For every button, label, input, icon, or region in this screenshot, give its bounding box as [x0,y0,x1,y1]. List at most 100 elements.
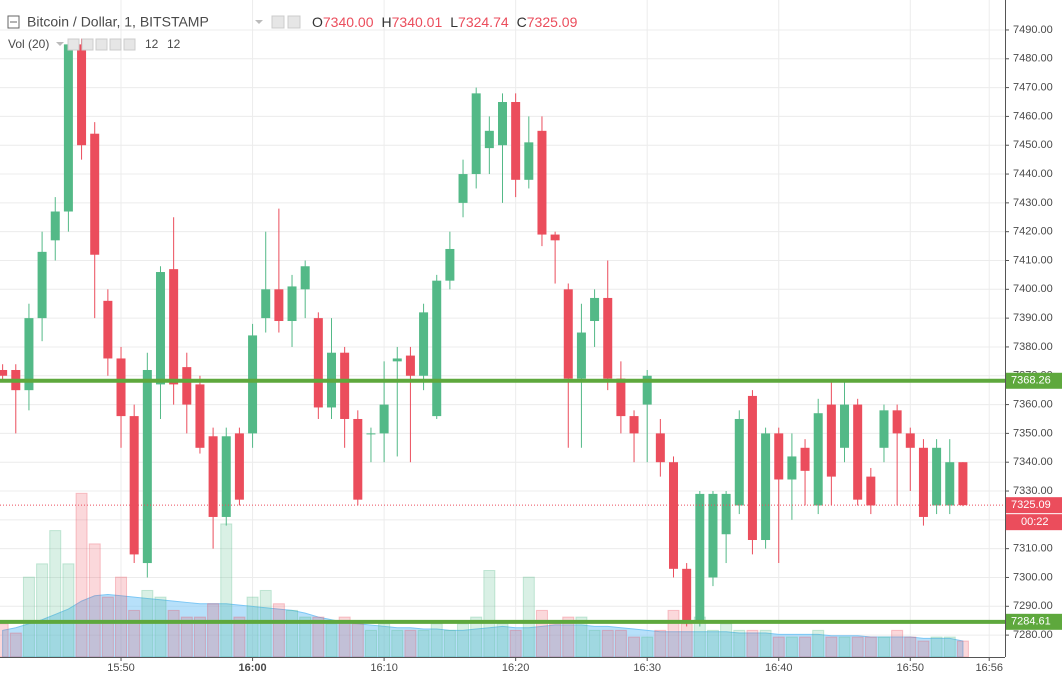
candle-body [708,493,718,578]
volume-bar [364,629,377,658]
candle-body [563,289,573,379]
candle-body [195,384,205,448]
countdown-label: 00:22 [1021,516,1049,528]
volume-bar [588,629,601,658]
volume-bar [891,629,904,658]
volume-bar [825,636,838,658]
hide-icon[interactable] [287,15,301,29]
hide-icon[interactable] [81,38,94,51]
volume-bar [641,636,654,658]
candle-body [576,332,586,379]
y-tick-label: 7300.00 [1013,571,1053,583]
more-icon[interactable] [109,38,122,51]
volume-bar [207,603,220,658]
x-tick-label: 16:40 [765,662,793,674]
volume-bar [759,629,772,658]
ohlc-label: O [312,14,323,30]
x-tick-label: 16:10 [370,662,398,674]
candle-body [287,286,297,322]
volume-bar [812,629,825,658]
volume-bar [601,629,614,658]
candle-body [313,318,323,408]
candle-body [300,266,310,290]
y-tick-label: 7290.00 [1013,600,1053,612]
candle-body [892,410,902,434]
candle-body [879,410,889,448]
candle-body [432,280,442,417]
x-tick-label: 15:50 [107,662,135,674]
close-icon[interactable] [123,38,136,51]
dropdown-icon[interactable] [56,42,64,46]
y-tick-label: 7480.00 [1013,53,1053,65]
candle-body [642,375,652,405]
candle-body [0,369,8,376]
y-tick-label: 7310.00 [1013,543,1053,555]
volume-bar [9,632,22,658]
candle-body [155,272,165,385]
settings-icon[interactable] [67,38,80,51]
y-tick-label: 7420.00 [1013,226,1053,238]
volume-bar [785,636,798,658]
volume-bar [930,636,943,658]
y-tick-label: 7440.00 [1013,168,1053,180]
volume-bar [443,629,456,658]
volume-bar [706,629,719,658]
y-tick-label: 7460.00 [1013,110,1053,122]
candle-body [392,358,402,362]
volume-bar [286,609,299,658]
volume-bar [746,629,759,658]
add-icon[interactable] [95,38,108,51]
volume-bar [549,623,562,658]
candle-body [90,133,100,255]
collapse-icon[interactable] [7,15,20,29]
volume-bar [417,629,430,658]
volume-bar [943,636,956,658]
volume-bar [522,576,535,658]
candle-body [379,404,389,434]
volume-bar [851,636,864,658]
candle-body [669,462,679,569]
volume-value: 12 [145,37,159,51]
candle-body [234,433,244,500]
volume-bar [667,609,680,658]
x-tick-label: 16:20 [502,662,530,674]
volume-bar [36,563,49,658]
candle-body [853,404,863,500]
volume-bar [391,629,404,658]
candle-body [274,289,284,322]
x-tick-label: 16:00 [238,662,266,674]
candle-body [616,378,626,417]
axes: 7280.007290.007300.007310.007320.007330.… [107,24,1062,674]
volume-bar [457,623,470,658]
volume-bar [115,576,128,658]
candle-body [774,433,784,480]
candle-body [142,369,152,564]
candle-body [261,289,271,319]
candle-body [550,234,560,241]
price-line-label-bg [1006,613,1062,630]
candle-body [655,433,665,463]
y-tick-label: 7430.00 [1013,197,1053,209]
candle-body [208,436,218,517]
volume-bar [838,636,851,658]
candle-body [37,251,47,319]
settings-icon[interactable] [271,15,285,29]
candle-body [498,102,507,146]
volume-bar [535,609,548,658]
candle-body [221,436,231,517]
candles [0,38,968,627]
header: Bitcoin / Dollar, 1, BITSTAMP O7340.00 H7… [7,14,578,51]
ohlc-value: 7324.74 [458,14,509,30]
volume-bar [680,623,693,658]
volume-bar [246,596,259,658]
last-price-label: 7325.09 [1011,499,1051,511]
volume-bar [799,636,812,658]
volume-bar [496,623,509,658]
candle-body [932,447,942,506]
candle-body [840,404,850,448]
volume-bar [378,623,391,658]
dropdown-icon[interactable] [255,20,263,24]
volume-bar [904,636,917,658]
candle-body [905,433,915,448]
